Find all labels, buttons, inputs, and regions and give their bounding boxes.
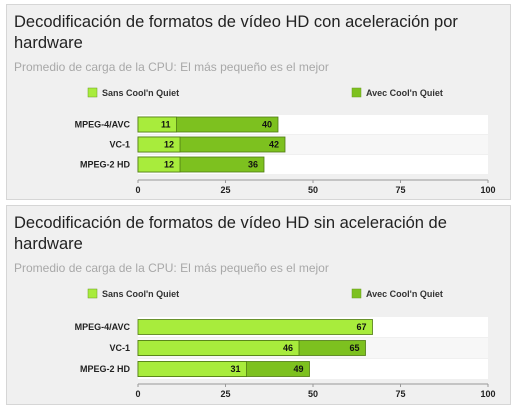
x-tick-label: 0 xyxy=(135,389,140,399)
category-label: MPEG-4/AVC xyxy=(75,322,131,332)
category-label: VC-1 xyxy=(109,343,130,353)
legend-swatch xyxy=(87,87,98,98)
data-label: 31 xyxy=(230,364,240,374)
data-label: 12 xyxy=(164,160,174,170)
data-label: 12 xyxy=(164,140,174,150)
bar xyxy=(137,340,300,356)
data-label: 65 xyxy=(349,343,359,353)
x-tick-label: 25 xyxy=(220,185,230,195)
legend-swatch xyxy=(351,288,362,299)
x-tick-label: 75 xyxy=(395,389,405,399)
x-tick-label: 100 xyxy=(480,185,495,195)
bar xyxy=(137,156,181,173)
category-label: MPEG-4/AVC xyxy=(75,120,131,130)
x-tick-label: 75 xyxy=(395,185,405,195)
data-label: 40 xyxy=(262,120,272,130)
chart-title: Decodificación de formatos de vídeo HD s… xyxy=(14,214,447,253)
data-label: 11 xyxy=(161,120,171,130)
chart-subtitle: Promedio de carga de la CPU: El más pequ… xyxy=(14,60,329,74)
legend-swatch xyxy=(351,87,362,98)
legend-label: Sans Cool'n Quiet xyxy=(102,88,179,98)
data-label: 67 xyxy=(356,322,366,332)
legend-label: Avec Cool'n Quiet xyxy=(366,289,443,299)
chart-plot-hw-accel: Sans Cool'n Quiet Avec Cool'n Quiet MPEG-4… xyxy=(75,87,496,195)
data-label: 42 xyxy=(269,140,279,150)
bar xyxy=(137,136,181,153)
legend-swatch xyxy=(87,288,98,299)
x-tick-label: 25 xyxy=(220,389,230,399)
legend-label: Sans Cool'n Quiet xyxy=(102,289,179,299)
data-label: 49 xyxy=(293,364,303,374)
x-tick-label: 50 xyxy=(308,389,318,399)
chart-panel-hw-accel: Decodificación de formatos de vídeo HD c… xyxy=(6,4,511,200)
chart-plot-no-hw-accel: Sans Cool'n Quiet Avec Cool'n Quiet MPEG-4… xyxy=(75,288,496,399)
x-tick-label: 100 xyxy=(480,389,495,399)
category-label: MPEG-2 HD xyxy=(80,160,131,170)
x-tick-label: 50 xyxy=(308,185,318,195)
legend-label: Avec Cool'n Quiet xyxy=(366,88,443,98)
bar xyxy=(137,319,373,335)
data-label: 46 xyxy=(283,343,293,353)
category-label: VC-1 xyxy=(109,140,130,150)
bar xyxy=(137,116,177,133)
chart-title: Decodificación de formatos de vídeo HD c… xyxy=(14,13,458,52)
chart-panel-no-hw-accel: Decodificación de formatos de vídeo HD s… xyxy=(6,205,511,405)
bar xyxy=(137,361,247,377)
data-label: 36 xyxy=(248,160,258,170)
x-tick-label: 0 xyxy=(135,185,140,195)
chart-subtitle: Promedio de carga de la CPU: El más pequ… xyxy=(14,261,329,275)
category-label: MPEG-2 HD xyxy=(80,364,131,374)
